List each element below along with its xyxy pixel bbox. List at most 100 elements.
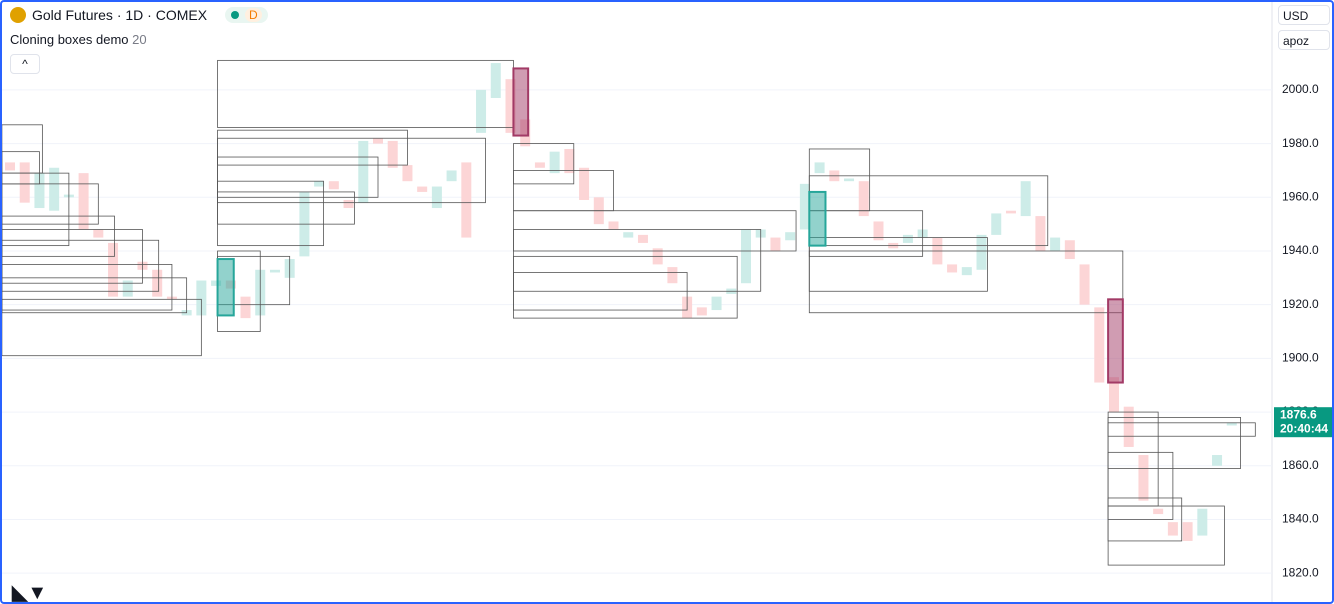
candle [549, 151, 560, 174]
collapse-button[interactable]: ^ [10, 54, 40, 74]
candle [667, 267, 678, 284]
candle [358, 140, 369, 203]
status-badge: D [225, 7, 268, 23]
y-tick-label: 1900.0 [1282, 351, 1319, 365]
candle [5, 162, 15, 171]
candle [1212, 455, 1223, 466]
candle [1226, 422, 1237, 426]
box [1107, 505, 1225, 566]
candle [534, 162, 545, 168]
candle [1138, 455, 1149, 501]
indicator-name: Cloning boxes demo [10, 32, 129, 47]
candle [711, 296, 722, 311]
candle [49, 167, 60, 211]
highlight-box [1107, 298, 1124, 384]
highlight-box [512, 67, 530, 137]
candle [1035, 216, 1046, 251]
indicator-legend[interactable]: Cloning boxes demo 20 [10, 32, 147, 47]
box [2, 239, 160, 292]
box [217, 137, 486, 204]
candle [770, 237, 781, 251]
last-price-tag [1274, 407, 1332, 438]
candle [799, 183, 810, 230]
candle [873, 221, 884, 241]
symbol-icon [10, 7, 26, 23]
tv-logo[interactable]: ◣▼ [12, 582, 48, 604]
candle [476, 89, 487, 133]
candle [505, 79, 516, 133]
y-tick-label: 1860.0 [1282, 458, 1319, 472]
box [513, 210, 797, 252]
y-tick-label: 1980.0 [1282, 136, 1319, 150]
candle [961, 267, 972, 276]
candle [1153, 508, 1164, 515]
candle [1094, 307, 1105, 383]
candle [402, 165, 413, 182]
candle [108, 242, 119, 297]
box [217, 156, 379, 198]
candle [490, 63, 501, 98]
candle [343, 199, 354, 209]
candle [314, 181, 325, 187]
candle [19, 162, 30, 203]
y-tick-label: 1920.0 [1282, 297, 1319, 311]
box [217, 129, 408, 166]
candle [814, 162, 825, 174]
candle [1020, 181, 1031, 217]
candle [741, 229, 751, 284]
symbol-bar[interactable]: Gold Futures · 1D · COMEX D [10, 7, 268, 23]
y-tick-label: 1840.0 [1282, 512, 1319, 526]
candle [1109, 377, 1119, 413]
y-tick-label: 2000.0 [1282, 82, 1319, 96]
candle [637, 234, 648, 243]
candle [1123, 406, 1134, 447]
candle [1050, 237, 1061, 251]
box [2, 172, 70, 247]
box [2, 183, 99, 225]
candle [269, 269, 280, 273]
candle [902, 234, 913, 243]
box [513, 229, 762, 292]
delay-badge: D [245, 8, 262, 22]
candle [579, 167, 590, 200]
y-tick-label: 1960.0 [1282, 189, 1319, 203]
status-dot [231, 11, 240, 19]
candle [858, 181, 869, 217]
candle [1079, 264, 1090, 305]
unit-menu[interactable]: apoz [1278, 30, 1330, 50]
candle [196, 280, 207, 316]
candle [387, 140, 398, 168]
candle [78, 173, 89, 230]
candle [328, 181, 339, 190]
candle [608, 221, 619, 230]
candle [240, 296, 251, 319]
box [217, 191, 355, 225]
box [513, 143, 575, 185]
highlight-box [808, 190, 827, 247]
indicator-param: 20 [132, 32, 147, 47]
candle [1182, 522, 1193, 541]
candle [696, 307, 707, 316]
candle [122, 280, 133, 297]
candle [1064, 240, 1075, 260]
box [2, 264, 173, 311]
highlight-box [216, 258, 235, 317]
box [217, 59, 514, 128]
currency-menu[interactable]: USD [1278, 5, 1330, 25]
box [2, 229, 143, 284]
candle [991, 213, 1002, 235]
box [1107, 451, 1174, 520]
box [2, 298, 202, 357]
candle [461, 162, 472, 238]
y-tick-label: 1940.0 [1282, 243, 1319, 257]
candle [1167, 522, 1178, 536]
candle [34, 173, 45, 209]
candle [446, 170, 457, 182]
box [2, 215, 115, 257]
box [513, 272, 688, 311]
candle [431, 186, 442, 209]
candle [1197, 508, 1208, 536]
candle [93, 229, 104, 238]
